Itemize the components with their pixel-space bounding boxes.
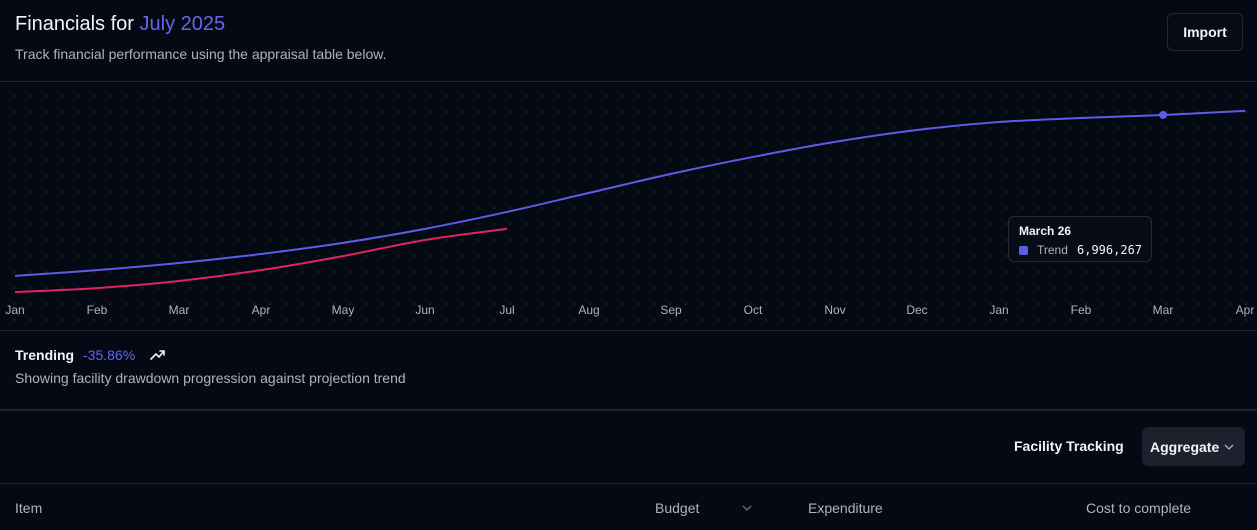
import-button[interactable]: Import: [1167, 13, 1243, 51]
trend-icon: [150, 350, 165, 360]
tooltip-swatch: [1019, 246, 1028, 255]
tooltip: March 26 Trend 6,996,267: [1008, 216, 1152, 262]
aggregate-select[interactable]: Aggregate: [1142, 427, 1245, 466]
x-tick-label: Mar: [169, 303, 190, 317]
tooltip-title: March 26: [1019, 224, 1072, 238]
x-tick-label: Dec: [906, 303, 927, 317]
series-line: [14, 109, 1246, 277]
tooltip-series: Trend: [1037, 243, 1068, 257]
divider: [0, 409, 1257, 411]
x-tick-label: Sep: [660, 303, 682, 317]
divider: [0, 330, 1257, 331]
tooltip-value: 6,996,267: [1077, 243, 1143, 257]
page-title: Financials for July 2025: [15, 13, 225, 36]
title-text: Financials for: [15, 13, 134, 35]
trend-label: Trending: [15, 347, 75, 363]
chart-area: Jan Feb Mar Apr May Jun Jul Aug Sep Oct Nov Dec Jan F…: [0, 82, 1257, 330]
column-header[interactable]: Budget: [655, 500, 700, 516]
x-tick-label: Jan: [5, 303, 24, 317]
trend-change: -35.86%: [83, 347, 136, 363]
column-header: Cost to complete: [1086, 500, 1192, 516]
x-tick-label: Apr: [252, 303, 271, 317]
x-tick-label: Feb: [87, 303, 108, 317]
divider: [0, 483, 1257, 484]
x-tick-label: Jul: [499, 303, 514, 317]
x-tick-label: Aug: [578, 303, 599, 317]
column-header: Expenditure: [808, 500, 883, 516]
chart: Jan Feb Mar Apr May Jun Jul Aug Sep Oct Nov Dec Jan F…: [5, 109, 1255, 317]
x-tick-label: Mar: [1153, 303, 1174, 317]
sort-chevron[interactable]: [741, 504, 753, 512]
toolbar-label: Facility Tracking: [1014, 438, 1124, 454]
x-tick-label: Feb: [1071, 303, 1092, 317]
x-tick-label: Jan: [989, 303, 1008, 317]
x-tick-label: Jun: [415, 303, 434, 317]
x-tick-label: Oct: [744, 303, 763, 317]
select-text: Aggregate: [1150, 438, 1220, 455]
subtitle: Track financial performance using the ap…: [15, 46, 387, 62]
x-tick-label: May: [332, 303, 355, 317]
x-tick-label: Nov: [824, 303, 845, 317]
column-header: Item: [15, 500, 43, 516]
active-point: [1159, 110, 1167, 119]
chevron: [1224, 444, 1234, 450]
x-tick-label: Apr: [1236, 303, 1255, 317]
trend-description: Showing facility drawdown progression ag…: [15, 370, 406, 386]
series-line: [14, 227, 508, 294]
divider: [0, 81, 1257, 82]
title-period: July 2025: [139, 13, 226, 35]
